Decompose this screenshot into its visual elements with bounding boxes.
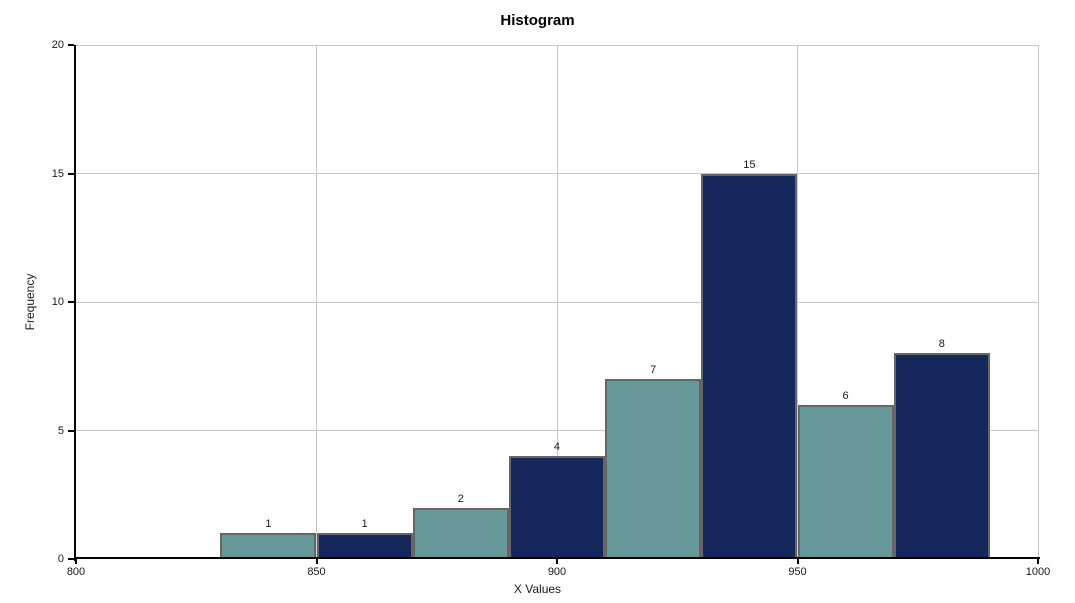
x-axis-tick: [556, 559, 558, 564]
x-axis-tick-label: 950: [788, 566, 807, 578]
bar-value-label: 7: [650, 364, 657, 377]
x-axis-tick: [1037, 559, 1039, 564]
bar-value-label: 15: [743, 158, 756, 171]
chart-title: Histogram: [500, 12, 575, 29]
bar-value-label: 6: [842, 389, 849, 402]
gridline-vertical: [316, 45, 317, 559]
y-axis-tick: [68, 172, 74, 175]
y-axis-tick: [68, 44, 74, 46]
x-axis-tick-label: 1000: [1025, 566, 1051, 578]
y-axis-title: Frequency: [23, 273, 37, 331]
gridline-vertical: [556, 45, 558, 559]
plot-area: 1 1 2 4 7 15 6 8 800 850 900 950 1000 0 5 10 15 20: [52, 39, 1050, 578]
x-axis-line: [74, 557, 1040, 559]
gridline-vertical: [1037, 45, 1039, 559]
y-axis-tick-label: 20: [51, 39, 64, 51]
x-axis-title: X Values: [513, 582, 562, 596]
histogram-bar: [412, 507, 509, 559]
bar-value-label: 4: [553, 441, 561, 454]
y-axis-tick-label: 5: [57, 424, 64, 437]
x-axis-tick-label: 900: [547, 566, 567, 578]
x-axis-tick: [315, 559, 318, 564]
histogram-bar: [316, 533, 413, 559]
x-axis-tick-label: 800: [66, 566, 86, 578]
bar-value-label: 2: [457, 492, 464, 505]
y-axis-tick-label: 0: [57, 553, 64, 565]
x-axis-tick: [796, 559, 799, 564]
histogram-bar: [508, 456, 606, 559]
y-axis-line: [74, 45, 76, 561]
x-axis-tick-label: 850: [307, 566, 326, 578]
histogram-bar: [797, 404, 894, 559]
bar-value-label: 1: [265, 518, 272, 531]
gridline-vertical: [797, 45, 798, 559]
y-axis-tick-label: 15: [51, 167, 64, 180]
y-axis-tick: [68, 429, 74, 432]
x-axis-tick: [75, 559, 77, 564]
histogram-bar: [220, 533, 317, 559]
y-axis-tick-label: 10: [51, 296, 64, 308]
bar-value-label: 8: [938, 338, 945, 351]
histogram-bar: [893, 353, 990, 559]
histogram-bar: [605, 379, 702, 559]
y-axis-tick: [68, 301, 74, 303]
histogram-bar: [701, 173, 798, 559]
y-axis-tick: [68, 558, 74, 560]
bar-value-label: 1: [361, 518, 368, 531]
